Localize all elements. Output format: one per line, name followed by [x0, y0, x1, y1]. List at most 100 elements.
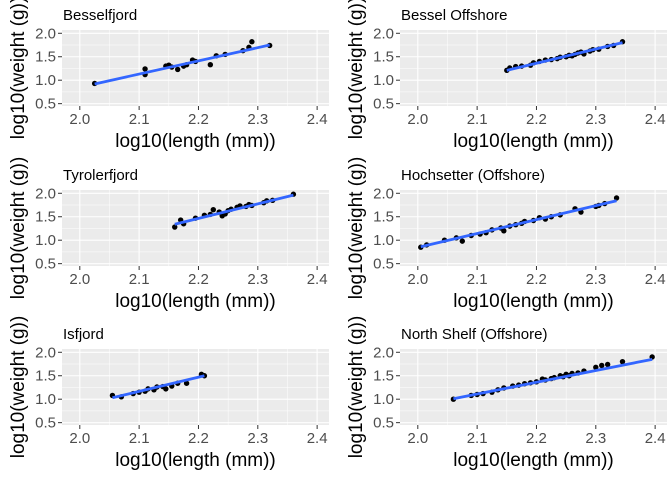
- data-point: [613, 195, 620, 201]
- x-tick-label: 2.3: [247, 430, 268, 447]
- data-point: [593, 364, 599, 370]
- regression-line: [420, 199, 617, 249]
- x-tick-label: 2.3: [585, 430, 606, 447]
- x-tick-label: 2.4: [645, 111, 666, 128]
- panel-title: Besselfjord: [63, 7, 137, 24]
- y-tick-label: 1.5: [373, 368, 394, 385]
- data-point: [175, 66, 181, 73]
- data-point: [183, 380, 190, 386]
- x-tick-label: 2.1: [129, 430, 150, 447]
- x-tick-label: 2.3: [585, 111, 606, 128]
- panel-title: Hochsetter (Offshore): [401, 167, 545, 184]
- y-tick-label: 1.5: [35, 49, 56, 66]
- regression-line: [174, 193, 294, 226]
- x-tick-label: 2.4: [307, 430, 328, 447]
- x-tick-label: 2.0: [69, 271, 90, 288]
- panel-2: Bessel Offshore 2.0 2.1 2.2 2.3 2.4 0.5 1.0 1.5 2…: [346, 0, 667, 152]
- x-tick-label: 2.3: [247, 111, 268, 128]
- x-tick-label: 2.1: [467, 111, 488, 128]
- x-tick-label: 2.0: [69, 430, 90, 447]
- y-tick-label: 1.5: [373, 209, 394, 226]
- x-tick-label: 2.0: [69, 111, 90, 128]
- x-tick-label: 2.3: [585, 271, 606, 288]
- y-tick-label: 1.0: [373, 232, 394, 249]
- regression-line: [112, 374, 205, 400]
- x-tick-label: 2.2: [188, 430, 209, 447]
- panel-4: Hochsetter (Offshore) 2.0 2.1 2.2 2.3 2.4 0.5 1…: [346, 157, 667, 312]
- x-tick-label: 2.4: [645, 271, 666, 288]
- data-point: [210, 207, 216, 213]
- panel-background: [400, 30, 667, 106]
- x-axis-title: log10(length (mm)): [453, 450, 614, 471]
- x-tick-label: 2.2: [188, 111, 209, 128]
- y-tick-label: 0.5: [373, 415, 394, 432]
- panel-5: Isfjord 2.0 2.1 2.2 2.3 2.4 0.5 1.0 1.5 2.0 log10(…: [8, 316, 329, 471]
- data-point: [459, 238, 465, 244]
- y-axis-title: log10(weight (g)): [346, 316, 367, 459]
- x-tick-label: 2.4: [307, 271, 328, 288]
- x-tick-label: 2.0: [407, 430, 428, 447]
- data-point: [599, 362, 605, 369]
- x-axis-title: log10(length (mm)): [115, 450, 276, 471]
- y-tick-label: 1.5: [35, 209, 56, 226]
- x-tick-label: 2.2: [526, 111, 547, 128]
- y-tick-label: 0.5: [373, 96, 394, 113]
- panel-title: North Shelf (Offshore): [401, 326, 547, 343]
- panel-3: Tyrolerfjord 2.0 2.1 2.2 2.3 2.4 0.5 1.0 1.5 2.0 l…: [8, 157, 329, 312]
- regression-line: [94, 43, 270, 86]
- regression-line: [453, 357, 653, 401]
- panel-1: Besselfjord 2.0 2.1 2.2 2.3 2.4 0.5 1.0 1.5 2.0 lo…: [8, 0, 329, 152]
- x-tick-label: 2.2: [188, 271, 209, 288]
- y-tick-label: 2.0: [35, 185, 56, 202]
- y-tick-label: 2.0: [373, 344, 394, 361]
- y-tick-label: 1.0: [373, 391, 394, 408]
- data-point: [619, 358, 626, 365]
- y-tick-label: 1.0: [35, 391, 56, 408]
- data-point: [142, 66, 148, 72]
- x-axis-title: log10(length (mm)): [453, 291, 614, 312]
- x-tick-label: 2.0: [407, 111, 428, 128]
- y-tick-label: 0.5: [35, 256, 56, 273]
- panel-background: [62, 349, 329, 425]
- panel-6: North Shelf (Offshore) 2.0 2.1 2.2 2.3 2.4 0.5…: [346, 316, 667, 471]
- data-point: [249, 39, 255, 45]
- y-tick-label: 1.0: [35, 72, 56, 89]
- y-axis-title: log10(weight (g)): [346, 0, 367, 139]
- x-tick-label: 2.0: [407, 271, 428, 288]
- x-tick-label: 2.3: [247, 271, 268, 288]
- x-tick-label: 2.2: [526, 430, 547, 447]
- y-tick-label: 0.5: [35, 415, 56, 432]
- panel-background: [400, 190, 667, 266]
- panel-background: [400, 349, 667, 425]
- data-point: [604, 361, 611, 368]
- data-point: [172, 224, 178, 230]
- y-axis-title: log10(weight (g)): [8, 0, 29, 139]
- y-tick-label: 1.0: [373, 72, 394, 89]
- y-tick-label: 1.5: [373, 49, 394, 66]
- y-tick-label: 2.0: [35, 25, 56, 42]
- panel-background: [62, 30, 329, 106]
- x-axis-title: log10(length (mm)): [453, 131, 614, 152]
- x-tick-label: 2.1: [129, 111, 150, 128]
- data-point: [501, 228, 507, 234]
- y-tick-label: 1.0: [35, 232, 56, 249]
- data-point: [207, 62, 214, 68]
- panel-title: Bessel Offshore: [401, 7, 507, 24]
- x-tick-label: 2.1: [129, 271, 150, 288]
- y-axis-title: log10(weight (g)): [346, 157, 367, 300]
- y-tick-label: 2.0: [35, 344, 56, 361]
- x-axis-title: log10(length (mm)): [115, 291, 276, 312]
- panel-background: [62, 190, 329, 266]
- x-tick-label: 2.1: [467, 271, 488, 288]
- y-tick-label: 2.0: [373, 25, 394, 42]
- y-tick-label: 0.5: [35, 96, 56, 113]
- x-axis-title: log10(length (mm)): [115, 131, 276, 152]
- y-tick-label: 1.5: [35, 368, 56, 385]
- panel-title: Isfjord: [63, 326, 104, 343]
- y-tick-label: 0.5: [373, 256, 394, 273]
- y-tick-label: 2.0: [373, 185, 394, 202]
- x-tick-label: 2.4: [307, 111, 328, 128]
- regression-line: [506, 41, 623, 72]
- panel-title: Tyrolerfjord: [63, 167, 138, 184]
